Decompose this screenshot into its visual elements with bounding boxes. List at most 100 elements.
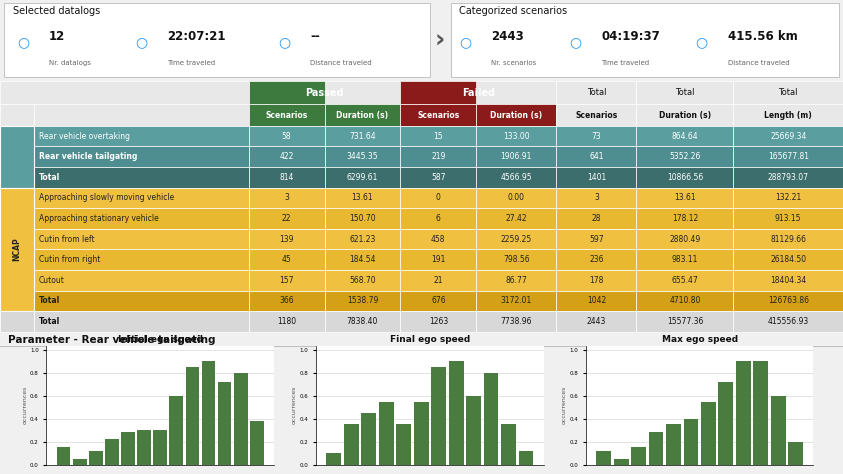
Text: 422: 422 [279, 152, 294, 161]
Bar [249, 291, 325, 311]
Text: Scenarios: Scenarios [417, 110, 459, 119]
Text: 219: 219 [431, 152, 446, 161]
Text: Scenarios: Scenarios [266, 110, 308, 119]
Text: 1401: 1401 [587, 173, 606, 182]
Text: 983.11: 983.11 [672, 255, 698, 264]
Bar [556, 311, 636, 332]
Bar [736, 362, 751, 465]
Text: Length (m): Length (m) [765, 110, 812, 119]
Bar [476, 146, 556, 167]
Bar [400, 167, 476, 188]
Text: 1906.91: 1906.91 [501, 152, 532, 161]
Bar [556, 188, 636, 208]
Bar [636, 270, 733, 291]
Bar [34, 249, 249, 270]
Text: 2443: 2443 [587, 317, 606, 326]
Text: 0.00: 0.00 [507, 193, 525, 202]
Text: 3: 3 [284, 193, 289, 202]
Bar [0, 104, 34, 126]
Bar [400, 104, 476, 126]
Text: 1042: 1042 [587, 296, 606, 305]
Bar [771, 396, 786, 465]
Bar [733, 188, 843, 208]
Bar [400, 146, 476, 167]
Text: 13.61: 13.61 [352, 193, 373, 202]
Text: 4710.80: 4710.80 [669, 296, 701, 305]
Title: Initial ego speed: Initial ego speed [118, 335, 202, 344]
Text: 3: 3 [594, 193, 599, 202]
Text: 45: 45 [282, 255, 292, 264]
Bar [249, 208, 325, 229]
Bar [249, 270, 325, 291]
Text: 157: 157 [279, 276, 294, 285]
Bar [518, 451, 534, 465]
Text: 26184.50: 26184.50 [771, 255, 806, 264]
Text: Rear vehicle overtaking: Rear vehicle overtaking [39, 132, 130, 141]
Text: 236: 236 [589, 255, 604, 264]
Bar [636, 249, 733, 270]
Bar [0, 81, 249, 104]
Bar [476, 167, 556, 188]
Bar [121, 432, 135, 465]
Bar [636, 167, 733, 188]
Bar [169, 396, 183, 465]
Bar [0, 208, 34, 229]
Text: Duration (s): Duration (s) [659, 110, 711, 119]
Bar [636, 311, 733, 332]
Bar [325, 270, 400, 291]
Bar [249, 81, 400, 104]
Bar [400, 311, 476, 332]
Bar [137, 430, 151, 465]
Bar [344, 424, 359, 465]
Bar [325, 188, 400, 208]
Text: ○: ○ [135, 35, 147, 49]
Bar [556, 229, 636, 249]
Text: 150.70: 150.70 [349, 214, 376, 223]
Text: Selected datalogs: Selected datalogs [13, 6, 99, 16]
Text: Total: Total [39, 317, 60, 326]
Text: --: -- [310, 30, 320, 43]
Text: 73: 73 [592, 132, 601, 141]
Text: 10866.56: 10866.56 [667, 173, 703, 182]
Bar [476, 208, 556, 229]
Bar [556, 249, 636, 270]
Bar [556, 126, 636, 146]
Text: 2259.25: 2259.25 [501, 235, 532, 244]
Bar [72, 459, 87, 465]
Bar [733, 81, 843, 104]
Bar [34, 188, 249, 208]
Bar [400, 249, 476, 270]
Text: 58: 58 [282, 132, 292, 141]
Text: 415.56 km: 415.56 km [728, 30, 797, 43]
Text: Total: Total [675, 88, 695, 97]
Bar [0, 188, 34, 311]
Text: 18404.34: 18404.34 [770, 276, 807, 285]
Bar [556, 81, 636, 104]
Bar [476, 270, 556, 291]
Text: 913.15: 913.15 [775, 214, 802, 223]
Text: Time traveled: Time traveled [167, 60, 215, 66]
Bar [476, 126, 556, 146]
Text: Parameter - Rear vehicle tailgating: Parameter - Rear vehicle tailgating [8, 335, 216, 345]
Bar [636, 291, 733, 311]
Text: 6299.61: 6299.61 [346, 173, 379, 182]
Text: Failed: Failed [462, 88, 495, 98]
Text: 21: 21 [433, 276, 443, 285]
Text: Time traveled: Time traveled [601, 60, 649, 66]
Text: 139: 139 [279, 235, 294, 244]
Bar [379, 401, 394, 465]
Bar [636, 126, 733, 146]
Bar [325, 126, 400, 146]
Bar [325, 311, 400, 332]
Text: 2880.49: 2880.49 [669, 235, 701, 244]
Bar [636, 81, 733, 104]
Bar [34, 208, 249, 229]
Bar [733, 311, 843, 332]
Bar [400, 291, 476, 311]
Bar [201, 362, 215, 465]
Text: 814: 814 [279, 173, 294, 182]
Bar [250, 421, 264, 465]
Bar [400, 229, 476, 249]
Text: Total: Total [39, 173, 60, 182]
Bar [684, 419, 698, 465]
